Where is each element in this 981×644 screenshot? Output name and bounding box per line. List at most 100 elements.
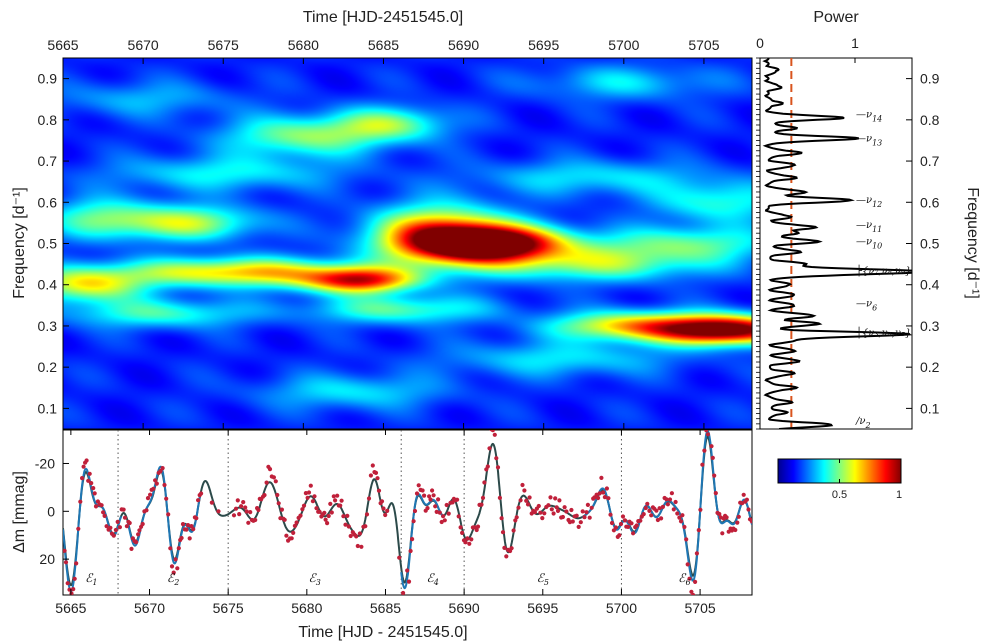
spectrum-ytick-label: 0.3: [920, 318, 940, 334]
data-point: [643, 505, 648, 511]
data-point: [694, 551, 700, 556]
data-point: [710, 455, 715, 460]
data-point: [121, 507, 126, 512]
data-point: [383, 512, 388, 518]
data-point: [343, 522, 348, 527]
data-point: [527, 495, 532, 500]
data-point: [171, 570, 176, 575]
data-point: [153, 478, 158, 483]
data-point: [702, 448, 707, 453]
data-point: [741, 492, 746, 497]
data-point: [134, 540, 139, 545]
heatmap-xtick-label: 5705: [688, 37, 719, 53]
heatmap-xtick-label: 5675: [208, 37, 239, 53]
data-point: [456, 514, 461, 519]
data-point: [677, 515, 682, 520]
data-point: [93, 504, 99, 509]
data-point: [582, 515, 587, 520]
data-point: [113, 527, 118, 533]
data-point: [329, 510, 334, 515]
lightcurve-ytick-label: 20: [39, 551, 55, 567]
data-point: [564, 509, 569, 514]
data-point: [684, 537, 689, 542]
heatmap-ylabel: Frequency [d⁻¹]: [11, 187, 28, 299]
data-point: [65, 581, 70, 586]
spectrum-frame: [759, 57, 913, 430]
data-point: [546, 503, 551, 508]
heatmap-xtick-label: 5700: [608, 37, 639, 53]
data-point: [525, 502, 531, 507]
data-point: [326, 513, 331, 519]
data-point: [341, 514, 346, 519]
data-point: [136, 532, 141, 537]
data-point: [660, 504, 666, 509]
data-point: [536, 503, 541, 509]
data-point: [687, 576, 692, 581]
data-point: [724, 515, 729, 520]
data-point: [91, 486, 96, 491]
data-point: [585, 502, 591, 507]
lightcurve-xlabel: Time [HJD - 2451545.0]: [298, 624, 467, 641]
data-point: [140, 521, 145, 527]
epoch-boundaries: [117, 430, 622, 595]
data-point: [657, 506, 662, 511]
data-point: [671, 507, 676, 512]
data-point: [84, 458, 89, 463]
data-point: [282, 517, 287, 522]
data-point: [148, 492, 153, 497]
data-point: [124, 524, 129, 529]
heatmap-ytick-label: 0.3: [38, 318, 58, 334]
colorbar-tick-label: 1: [896, 489, 902, 501]
data-point: [160, 466, 165, 471]
data-point: [370, 463, 375, 468]
data-point: [641, 511, 646, 517]
data-point: [355, 543, 360, 549]
data-point: [339, 498, 344, 503]
heatmap-ytick-label: 0.1: [38, 400, 58, 416]
data-point: [569, 507, 574, 513]
data-point: [680, 513, 685, 518]
heatmap-ytick-label: 0.5: [38, 236, 58, 252]
data-point: [574, 513, 579, 518]
data-point: [379, 499, 385, 504]
data-point: [482, 480, 487, 485]
data-point: [492, 432, 497, 437]
data-point: [375, 476, 380, 481]
data-point: [328, 501, 333, 506]
heatmap-ticks: 5665 5670 5675 5680 5685 5690 5695 5700 5705 0.1 0…: [38, 37, 720, 429]
data-point: [397, 555, 402, 560]
data-point: [654, 508, 659, 513]
spectrum-annotation: ├{ν₇,ν₈,ν₉}: [856, 264, 911, 277]
data-point: [338, 503, 343, 508]
data-point: [323, 517, 328, 522]
data-point: [422, 493, 427, 498]
data-point: [162, 482, 167, 488]
data-point: [243, 505, 248, 510]
data-point: [645, 501, 650, 506]
data-point: [368, 473, 373, 478]
data-point: [253, 517, 258, 523]
data-point: [497, 495, 502, 500]
lightcurve-ylabel: Δm [mmag]: [11, 471, 28, 553]
data-point: [154, 481, 159, 486]
data-point: [460, 530, 465, 536]
data-point: [78, 499, 83, 504]
heatmap-ytick-label: 0.2: [38, 359, 58, 375]
data-point: [298, 513, 303, 518]
data-point: [485, 464, 490, 469]
data-point: [322, 510, 327, 515]
data-point: [275, 492, 280, 498]
data-point: [433, 504, 438, 509]
epoch-labels: ℰ1 ℰ2 ℰ3 ℰ4 ℰ5 ℰ6: [85, 571, 690, 587]
spectrum-ytick-label: 0.1: [920, 400, 940, 416]
lightcurve-xtick-label: 5685: [370, 600, 401, 616]
data-point: [494, 456, 499, 461]
data-point: [408, 548, 413, 554]
data-point: [713, 491, 718, 496]
spectrum-ytick-label: 0.4: [920, 277, 940, 293]
data-point: [354, 534, 359, 539]
data-point: [102, 513, 107, 519]
colorbar: 0.5 1: [777, 458, 902, 501]
data-point: [542, 511, 547, 516]
data-point: [291, 530, 296, 536]
